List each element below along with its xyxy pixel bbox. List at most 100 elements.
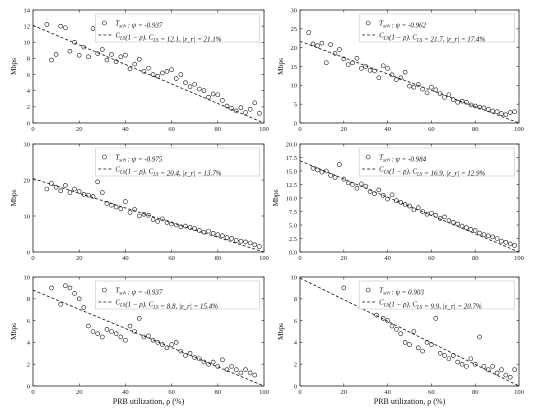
data-point	[350, 60, 355, 66]
data-point	[446, 92, 452, 98]
data-point	[503, 372, 509, 378]
data-point	[468, 227, 474, 232]
data-point	[411, 84, 417, 90]
data-point	[389, 72, 395, 78]
data-point	[95, 331, 100, 336]
chart-panel-2: 0 20 40 60 80 100 0 5 10 15 20 25 30 Mbps Tsch : ψ = -…	[276, 7, 524, 133]
data-point	[446, 218, 452, 223]
data-point	[183, 80, 188, 85]
data-point	[354, 185, 360, 191]
y-tick-label: 0	[27, 383, 30, 390]
data-point	[433, 87, 439, 93]
data-point	[141, 334, 147, 340]
data-point	[389, 323, 395, 329]
data-point	[350, 182, 355, 187]
data-point	[95, 179, 100, 185]
y-tick-label: 17.5	[286, 155, 297, 162]
data-point	[437, 216, 443, 221]
y-tick-label: 30	[24, 141, 31, 148]
data-point	[224, 103, 230, 109]
x-tick-label: 20	[341, 255, 348, 262]
data-point	[446, 356, 452, 362]
legend-scatter-label: Tsch : ψ = -0.975	[115, 154, 163, 164]
y-tick-label: 8	[294, 296, 297, 303]
data-point	[389, 192, 395, 198]
data-point	[150, 217, 156, 222]
data-point	[376, 75, 382, 81]
data-point	[238, 370, 244, 376]
data-point	[424, 340, 430, 345]
data-point	[306, 30, 312, 35]
data-point	[257, 244, 262, 249]
x-tick-label: 40	[122, 126, 129, 133]
x-tick-label: 0	[298, 255, 301, 262]
data-point	[486, 233, 491, 239]
data-point	[429, 342, 434, 347]
legend-fit-label: CLS(1 − ρ), CLS = 21.7, |ε_r| = 17.4%	[379, 32, 485, 44]
data-point	[337, 162, 342, 167]
data-point	[86, 54, 91, 60]
data-point	[118, 206, 124, 212]
y-tick-label: 5.0	[289, 222, 297, 229]
data-point	[468, 356, 474, 362]
y-tick-label: 10	[291, 83, 298, 90]
data-point	[183, 223, 188, 229]
data-point	[49, 181, 54, 186]
data-point	[345, 62, 351, 67]
data-point	[385, 318, 390, 323]
data-point	[113, 204, 119, 210]
data-point	[169, 67, 174, 73]
data-point	[380, 316, 386, 321]
data-point	[455, 99, 460, 105]
data-point	[455, 359, 460, 365]
y-tick-label: 20.0	[286, 141, 297, 148]
data-point	[229, 106, 234, 111]
data-point	[160, 342, 165, 347]
data-point	[81, 305, 87, 310]
data-point	[494, 109, 500, 114]
y-tick-label: 4	[294, 340, 298, 347]
y-tick-label: 10	[24, 40, 31, 47]
legend-fit-label: CLS(1 − ρ), CLS = 8.8, |ε_r| = 15.4%	[115, 299, 218, 311]
x-tick-label: 60	[428, 255, 435, 262]
data-point	[450, 97, 456, 102]
x-tick-label: 0	[31, 126, 34, 133]
data-point	[354, 55, 360, 61]
data-point	[238, 105, 244, 110]
data-point	[136, 56, 142, 62]
x-axis-label-2: PRB utilization, ρ (%)	[374, 397, 446, 406]
data-point	[490, 108, 496, 114]
data-point	[201, 359, 207, 365]
y-tick-label: 10	[24, 274, 31, 281]
data-point	[155, 340, 161, 345]
data-point	[109, 329, 114, 334]
y-tick-label: 6	[27, 72, 31, 79]
data-point	[238, 238, 244, 244]
data-point	[437, 91, 443, 96]
data-point	[415, 82, 421, 87]
y-tick-label: 2	[27, 104, 30, 111]
chart-panel-5: 0 20 40 60 80 100 0 2 4 6 8 10 Mbps Tsch : ψ = -0.937…	[9, 274, 269, 396]
legend-scatter-label: Tsch : ψ = 0.903	[379, 287, 424, 297]
y-tick-label: 4	[27, 340, 31, 347]
data-point	[192, 81, 197, 87]
x-tick-label: 20	[341, 126, 348, 133]
x-tick-label: 80	[215, 255, 222, 262]
x-tick-label: 80	[215, 126, 222, 133]
data-point	[315, 167, 320, 173]
legend: Tsch : ψ = -0.962 CLS(1 − ρ), CLS = 21.7,…	[358, 13, 515, 44]
data-point	[402, 202, 408, 207]
data-point	[67, 190, 73, 195]
data-point	[132, 329, 137, 334]
data-point	[178, 224, 184, 230]
data-point	[372, 68, 377, 74]
data-point	[173, 76, 179, 81]
data-point	[229, 364, 234, 369]
data-point	[424, 90, 430, 96]
data-point	[72, 186, 77, 192]
data-point	[459, 98, 465, 104]
data-point	[247, 370, 253, 376]
legend-fit-label: CLS(1 − ρ), CLS = 16.9, |ε_r| = 12.9%	[379, 166, 485, 178]
data-point	[328, 173, 333, 178]
x-tick-label: 100	[259, 389, 269, 396]
